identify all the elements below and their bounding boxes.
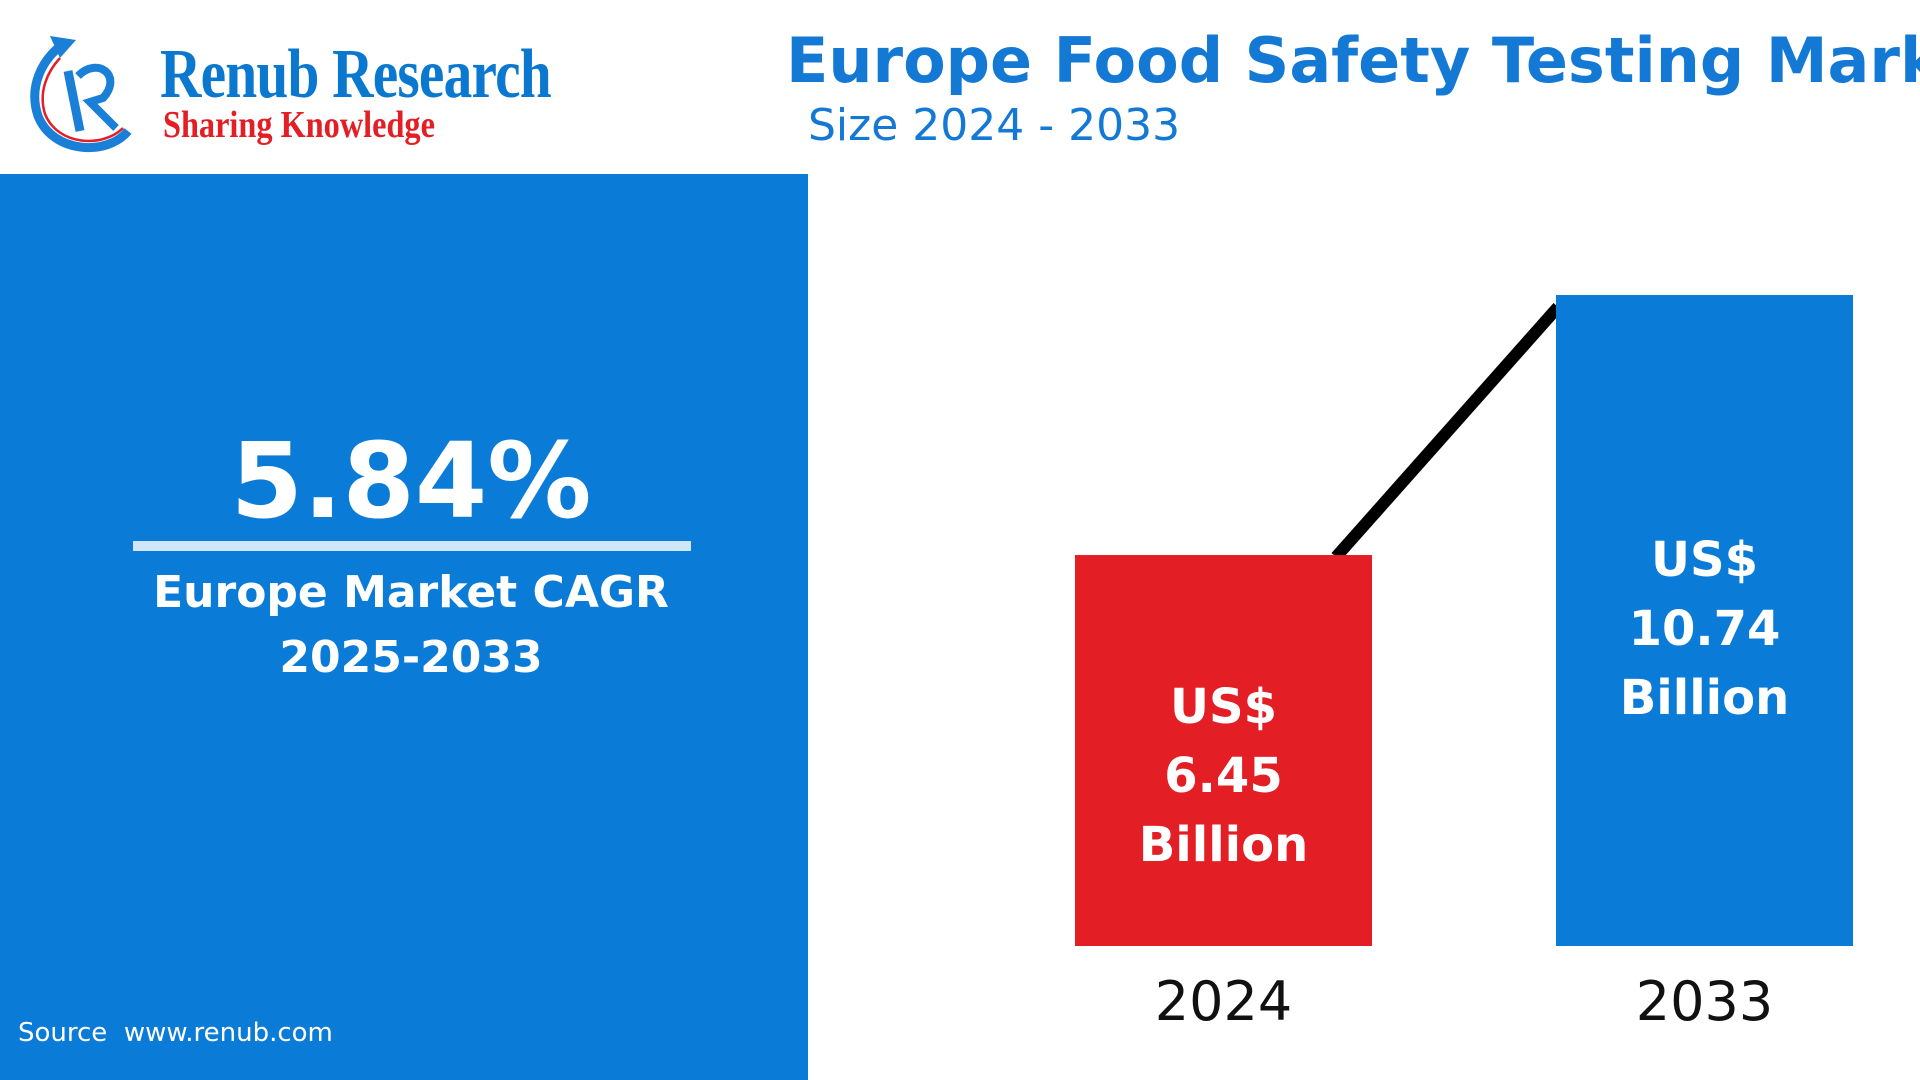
bar-label-line2: 6.45	[1164, 748, 1283, 805]
bar-label-line3: Billion	[1619, 670, 1790, 726]
bar-value-label-2024: US$ 6.45 Billion	[1075, 673, 1372, 880]
page-title: Europe Food Safety Testing Market	[786, 24, 1920, 97]
x-tick-label: 2033	[1635, 970, 1774, 1033]
cagr-divider	[133, 541, 691, 551]
cagr-value: 5.84%	[230, 420, 592, 542]
source-text: Source www.renub.com	[18, 1018, 333, 1048]
logo-tagline: Sharing Knowledge	[163, 104, 435, 146]
trend-line	[1331, 303, 1563, 562]
cagr-panel	[0, 174, 808, 1080]
bar-2024	[1075, 555, 1372, 946]
bar-value-label-2033: US$ 10.74 Billion	[1556, 526, 1853, 733]
logo-name: Renub Research	[160, 36, 552, 113]
logo-mark-icon	[30, 36, 132, 153]
bar-label-line3: Billion	[1138, 817, 1309, 874]
x-tick-label: 2024	[1154, 970, 1293, 1033]
page-subtitle: Size 2024 - 2033	[808, 100, 1181, 151]
bar-label-line2: 10.74	[1628, 601, 1781, 657]
cagr-label-line2: 2025-2033	[279, 632, 543, 683]
bar-label-line1: US$	[1170, 679, 1277, 736]
renub-research-logo: Renub Research Sharing Knowledge	[28, 36, 628, 156]
bar-label-line1: US$	[1651, 532, 1758, 588]
cagr-label-line1: Europe Market CAGR	[153, 567, 669, 618]
cagr-label: Europe Market CAGR 2025-2033	[0, 560, 822, 690]
bar-2033	[1556, 295, 1853, 946]
